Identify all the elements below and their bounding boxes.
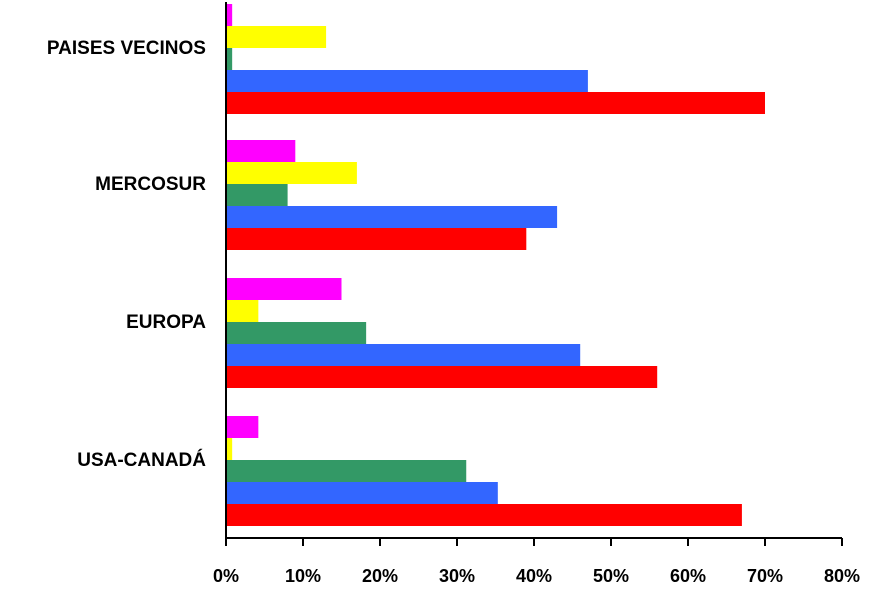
bar-mercosur-series-5 bbox=[226, 228, 527, 250]
x-tick-label-40: 40% bbox=[516, 566, 552, 586]
x-tick-label-10: 10% bbox=[285, 566, 321, 586]
bar-usa-canada-series-1 bbox=[226, 416, 259, 438]
bar-europa-series-4 bbox=[226, 344, 581, 366]
category-label-mercosur: MERCOSUR bbox=[95, 174, 206, 195]
category-label-usa-canada: USA-CANADÁ bbox=[77, 449, 206, 471]
bar-usa-canada-series-2 bbox=[226, 438, 233, 460]
category-labels-group: PAISES VECINOS MERCOSUR EUROPA USA-CANADÁ bbox=[47, 38, 206, 471]
bar-paises-vecinos-series-5 bbox=[226, 92, 765, 114]
x-tick-label-0: 0% bbox=[213, 566, 239, 586]
bar-mercosur-series-2 bbox=[226, 162, 357, 184]
bar-paises-vecinos-series-3 bbox=[226, 48, 233, 70]
bars-group bbox=[226, 4, 765, 526]
bar-mercosur-series-3 bbox=[226, 184, 288, 206]
category-label-paises-vecinos: PAISES VECINOS bbox=[47, 38, 206, 59]
bar-usa-canada-series-4 bbox=[226, 482, 498, 504]
category-label-europa: EUROPA bbox=[126, 312, 206, 333]
x-ticks-group: 0% 10% 20% 30% 40% 50% 60% 70% 80% bbox=[213, 538, 860, 586]
bar-europa-series-2 bbox=[226, 300, 259, 322]
bar-paises-vecinos-series-4 bbox=[226, 70, 588, 92]
x-tick-label-80: 80% bbox=[824, 566, 860, 586]
x-tick-label-60: 60% bbox=[670, 566, 706, 586]
bar-europa-series-1 bbox=[226, 278, 342, 300]
bar-usa-canada-series-3 bbox=[226, 460, 467, 482]
x-tick-label-20: 20% bbox=[362, 566, 398, 586]
bar-europa-series-5 bbox=[226, 366, 658, 388]
x-tick-label-70: 70% bbox=[747, 566, 783, 586]
bar-usa-canada-series-5 bbox=[226, 504, 742, 526]
x-tick-label-50: 50% bbox=[593, 566, 629, 586]
bar-mercosur-series-4 bbox=[226, 206, 558, 228]
bar-paises-vecinos-series-1 bbox=[226, 4, 233, 26]
bar-paises-vecinos-series-2 bbox=[226, 26, 327, 48]
bar-mercosur-series-1 bbox=[226, 140, 296, 162]
x-tick-label-30: 30% bbox=[439, 566, 475, 586]
bar-europa-series-3 bbox=[226, 322, 367, 344]
